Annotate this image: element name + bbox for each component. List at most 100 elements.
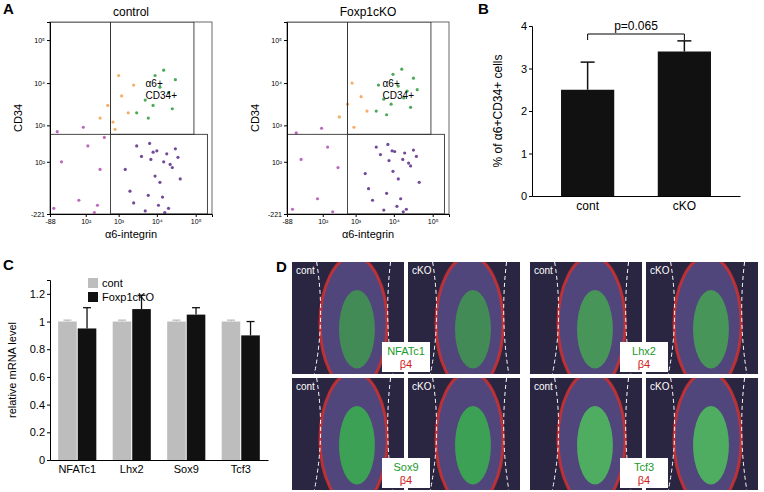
- tick: 10⁴: [271, 80, 287, 87]
- tick-mark: [157, 214, 158, 217]
- tissue: [558, 378, 625, 490]
- tissue: [320, 262, 387, 374]
- axis-line: [288, 215, 450, 218]
- point: [316, 197, 319, 200]
- point: [157, 204, 160, 207]
- point: [135, 111, 138, 114]
- image-label: cont: [534, 381, 553, 392]
- tick-mark: [394, 214, 395, 217]
- error-stem: [86, 308, 87, 329]
- stain-label: Tcf3: [634, 461, 654, 473]
- point: [132, 201, 135, 204]
- tissue: [674, 378, 741, 490]
- stain-signal: [577, 406, 613, 484]
- point: [409, 106, 412, 109]
- error-bar: [83, 308, 91, 329]
- counterstain-label: β4: [400, 474, 412, 486]
- outline: [430, 262, 508, 374]
- tick-mark: [529, 111, 532, 112]
- point: [140, 155, 143, 158]
- point: [299, 158, 302, 161]
- tick-mark: [47, 322, 50, 323]
- plot-area: [50, 22, 207, 214]
- point: [106, 104, 109, 107]
- tick-mark: [47, 83, 50, 84]
- tick: 0.2: [30, 426, 50, 438]
- error-stem: [587, 62, 589, 90]
- tick: cont: [576, 196, 599, 213]
- tick-label: 10³: [114, 218, 125, 225]
- point: [149, 158, 152, 161]
- stain-label: Sox9: [393, 461, 418, 473]
- point: [162, 69, 165, 72]
- legend: contFoxp1cKO: [88, 277, 154, 303]
- point: [98, 168, 101, 171]
- point: [117, 74, 120, 77]
- error-stem: [250, 322, 251, 336]
- tick-mark: [356, 214, 357, 217]
- tick-label: 0: [521, 190, 527, 202]
- outline: [668, 378, 746, 490]
- bar: [113, 322, 132, 460]
- tick-mark: [529, 26, 532, 27]
- point: [147, 116, 150, 119]
- tick-label: 10⁴: [34, 80, 45, 87]
- stain-signal: [455, 406, 491, 484]
- bar: [658, 52, 711, 197]
- tick-mark: [529, 154, 532, 155]
- scatter-panel: α6+CD34+-8810²10³10⁴10⁵-22110²10³10⁴10⁵F…: [249, 5, 450, 240]
- scatter-panel: α6+CD34+-8810²10³10⁴10⁵-22110²10³10⁴10⁵c…: [12, 5, 213, 240]
- point: [56, 130, 59, 133]
- tick-mark: [284, 125, 287, 126]
- tick: 10⁵: [191, 214, 202, 225]
- tick-mark: [47, 162, 50, 163]
- x-axis-title: α6-integrin: [105, 228, 157, 240]
- point: [103, 136, 106, 139]
- stain-signal: [455, 290, 491, 368]
- point: [400, 68, 403, 71]
- tick: 10²: [318, 214, 329, 225]
- tick: 10⁵: [271, 37, 287, 44]
- tick-label: 0: [39, 454, 45, 466]
- tick-label: 10²: [272, 159, 283, 166]
- figure: Aα6+CD34+-8810²10³10⁴10⁵-22110²10³10⁴10⁵…: [0, 0, 764, 492]
- tick-label: 1.2: [30, 288, 45, 300]
- bar: [187, 315, 206, 460]
- tick-mark: [47, 214, 50, 215]
- point: [320, 127, 323, 130]
- y-axis-title: % of α6+CD34+ cells: [491, 55, 505, 168]
- point: [336, 166, 339, 169]
- tick-mark: [119, 214, 120, 217]
- point: [174, 147, 177, 150]
- point: [153, 74, 156, 77]
- outline: [314, 262, 392, 374]
- tick: 0: [521, 190, 532, 202]
- significance-bracket: [588, 34, 685, 40]
- point: [412, 77, 415, 80]
- counterstain-label: β4: [638, 358, 650, 370]
- point: [391, 73, 394, 76]
- error-bar: [118, 320, 126, 321]
- point: [113, 128, 116, 131]
- tick: 3: [521, 63, 532, 75]
- tick: Lhx2: [120, 460, 144, 475]
- point: [338, 115, 341, 118]
- basement-membrane: [436, 378, 503, 490]
- point: [82, 126, 85, 129]
- point: [128, 190, 131, 193]
- point: [409, 164, 412, 167]
- point: [352, 126, 355, 129]
- bar: [561, 90, 614, 196]
- point: [151, 104, 154, 107]
- tick: Tcf3: [231, 460, 251, 475]
- tick-label: 0.8: [30, 343, 45, 355]
- point: [412, 149, 415, 152]
- point: [375, 109, 378, 112]
- panel-label: C: [3, 256, 14, 273]
- tick-label: 2: [521, 105, 527, 117]
- point: [151, 151, 154, 154]
- tick: 10²: [81, 214, 92, 225]
- tick-label: 10³: [272, 122, 283, 129]
- outline: [552, 262, 630, 374]
- point: [174, 78, 177, 81]
